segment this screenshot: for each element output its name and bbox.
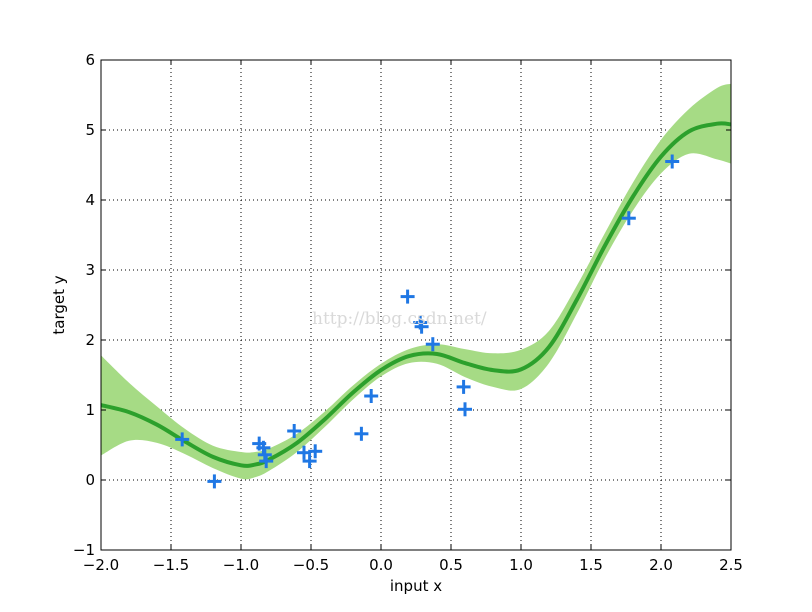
data-point bbox=[425, 337, 440, 352]
data-point bbox=[665, 154, 680, 169]
y-axis-label: target y bbox=[50, 275, 68, 334]
x-tick-label: 0.5 bbox=[439, 556, 463, 574]
x-tick-label: −0.5 bbox=[293, 556, 329, 574]
data-point bbox=[400, 289, 415, 304]
x-tick-label: 1.0 bbox=[509, 556, 533, 574]
data-point bbox=[302, 454, 317, 469]
y-tick-label: 3 bbox=[85, 261, 95, 279]
data-point bbox=[456, 379, 471, 394]
plot-frame bbox=[100, 59, 732, 551]
x-tick-label: 2.5 bbox=[719, 556, 743, 574]
plot-area bbox=[101, 60, 731, 550]
confidence-band bbox=[101, 83, 731, 480]
data-point bbox=[259, 454, 274, 469]
y-tick-label: 6 bbox=[85, 51, 95, 69]
x-tick-label: −2.0 bbox=[83, 556, 119, 574]
mean-line-layer bbox=[101, 121, 731, 468]
y-tick-label: 4 bbox=[85, 191, 95, 209]
data-point bbox=[207, 474, 222, 489]
mean-line bbox=[101, 121, 731, 468]
data-point bbox=[175, 432, 190, 447]
confidence-band-layer bbox=[101, 83, 731, 480]
y-tick-label: −1 bbox=[73, 541, 95, 559]
data-point bbox=[287, 424, 302, 438]
data-point bbox=[364, 389, 379, 403]
data-point bbox=[414, 319, 429, 334]
y-tick-label: 2 bbox=[85, 331, 95, 349]
x-tick-label: 1.5 bbox=[579, 556, 603, 574]
watermark: http://blog.csdn.net/ bbox=[312, 309, 487, 329]
data-point bbox=[308, 444, 323, 459]
data-points-layer bbox=[175, 154, 680, 489]
x-tick-label: 2.0 bbox=[649, 556, 673, 574]
y-tick-label: 0 bbox=[85, 471, 95, 489]
x-tick-label: 0.0 bbox=[369, 556, 393, 574]
data-point bbox=[354, 426, 369, 441]
y-tick-label: 5 bbox=[85, 121, 95, 139]
data-point bbox=[458, 402, 472, 417]
x-tick-label: −1.0 bbox=[223, 556, 259, 574]
ticks: −2.0 −1.5 −1.0 −0.5 0.0 0.5 1.0 1.5 2.0 2.5 −1 0 1 2 3… bbox=[73, 51, 743, 574]
x-axis-label: input x bbox=[390, 577, 442, 595]
x-tick-label: −1.5 bbox=[153, 556, 189, 574]
data-point bbox=[621, 211, 636, 226]
y-tick-label: 1 bbox=[85, 401, 95, 419]
grid bbox=[101, 60, 731, 550]
